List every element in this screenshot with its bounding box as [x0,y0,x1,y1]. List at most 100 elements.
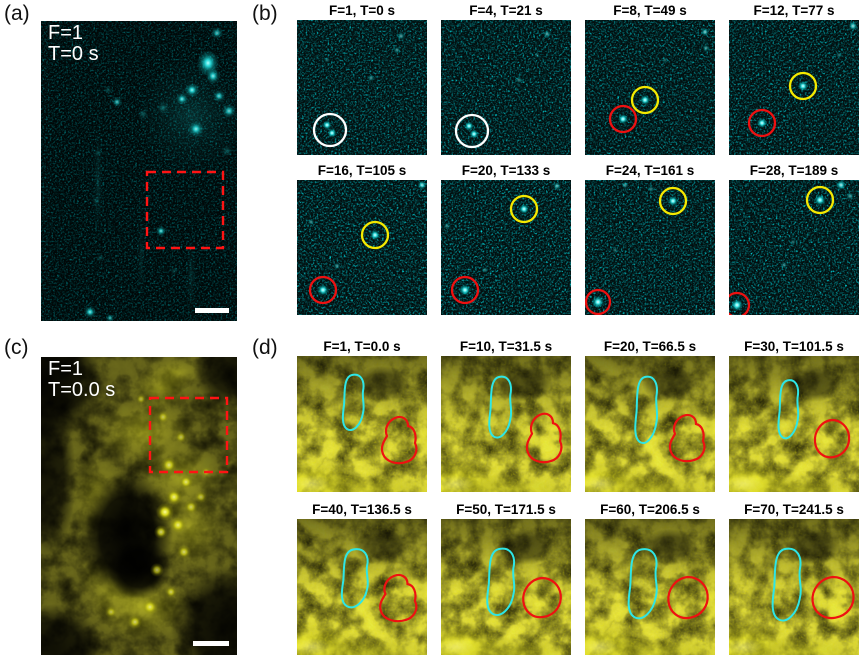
nucleus [81,471,173,599]
fluorescent-spot [798,81,808,91]
fluorescent-spot [543,30,551,38]
panel-tag-b: (b) [252,2,278,25]
white-tracking-circle [312,112,348,148]
fluorescent-spot [702,44,710,52]
montage-micrograph [297,20,427,155]
fluorescent-spot [848,21,858,31]
frame-label: F=1, T=0.0 s [323,339,401,354]
frame-label: F=12, T=77 s [753,3,835,18]
red-tracking-circle [608,104,638,134]
frame-label: F=30, T=101.5 s [744,339,844,354]
frame-label: F=1, T=0 s [328,3,396,18]
fluorescent-spot [417,180,427,190]
red-tracking-circle [729,291,751,315]
fluorescent-spot [757,118,767,128]
fluorescent-spot [592,296,604,308]
panel-a-image: F=1 T=0 s [41,21,237,321]
d-frame-5: F=40, T=136.5 s [297,501,427,655]
panel-tag-a: (a) [4,2,30,25]
fluorescent-spot [814,194,826,206]
mitochondria-clumps [105,394,211,629]
fluorescent-spot [397,32,405,40]
fluorescent-spot [469,129,479,139]
fluorescent-spot [846,192,854,200]
overlay-timestamp: T=0.0 s [48,379,116,402]
d-frame-7: F=60, T=206.5 s [585,501,715,655]
d-frame-2: F=10, T=31.5 s [441,338,571,492]
fluorescent-spot [662,57,668,63]
fluorescent-spot [648,186,654,192]
frame-label: F=16, T=105 s [317,163,407,178]
fluorescent-spot [618,114,628,124]
yellow-tracking-circle [509,194,539,224]
fluorescent-spot [327,128,337,138]
fluorescent-spot [534,52,540,58]
fluorescent-spot [322,120,332,130]
d-frame-4: F=30, T=101.5 s [729,338,859,492]
montage-micrograph [441,356,571,492]
montage-micrograph [729,519,859,655]
frame-label: F=40, T=136.5 s [312,502,412,517]
panel-tag-d: (d) [252,336,278,359]
b-frame-1: F=1, T=0 s [297,2,427,155]
yellow-tracking-circle [805,185,835,215]
b-frame-3: F=8, T=49 s [585,2,715,155]
fluorescent-spot [307,218,315,226]
fluorescent-spot [464,121,474,131]
yellow-tracking-circle [788,71,818,101]
fluorescent-spot [640,95,650,105]
montage-micrograph [297,180,427,315]
dark-periphery [41,357,237,655]
fluorescent-spot [836,52,842,58]
yellow-tracking-circle [630,85,660,115]
frame-label: F=24, T=161 s [605,163,695,178]
fluorescent-spot [459,284,471,296]
b-frame-6: F=20, T=133 s [441,162,571,315]
roi-box [148,396,229,474]
fluorescent-spot [333,262,341,270]
montage-micrograph [441,20,571,155]
yellow-tracking-circle [360,220,390,250]
fluorescent-spot [519,204,529,214]
fluorescent-spot [701,28,709,36]
d-frame-8: F=70, T=241.5 s [729,501,859,655]
d-frame-1: F=1, T=0.0 s [297,338,427,492]
frame-label: F=20, T=66.5 s [603,339,697,354]
frame-time-overlay: F=1 T=0.0 s [48,358,116,402]
fluorescent-spot [553,182,561,190]
d-frame-3: F=20, T=66.5 s [585,338,715,492]
fluorescent-spot [621,181,629,189]
montage-micrograph [585,519,715,655]
white-tracking-circle [454,113,490,149]
fluorescent-spot [393,46,401,54]
b-frame-8: F=28, T=189 s [729,162,859,315]
fluorescent-spot [668,196,678,206]
red-tracking-circle [450,275,480,305]
fluorescence-blobs [84,27,237,321]
fluorescent-spot [790,239,796,245]
frame-label: F=28, T=189 s [749,163,839,178]
montage-micrograph [585,356,715,492]
b-frame-5: F=16, T=105 s [297,162,427,315]
panel-c-image: F=1 T=0.0 s [41,357,237,655]
montage-micrograph [297,356,427,492]
montage-micrograph [441,180,571,315]
overlay-frame-number: F=1 [48,22,84,44]
frame-label: F=4, T=21 s [469,3,543,18]
montage-micrograph [585,180,715,315]
fluorescent-spot [367,74,375,82]
montage-micrograph [441,519,571,655]
fluorescent-spot [780,261,788,269]
frame-label: F=8, T=49 s [613,3,687,18]
fluorescent-spot [731,299,743,311]
montage-micrograph [729,20,859,155]
frame-label: F=10, T=31.5 s [459,339,553,354]
overlay-frame-number: F=1 [48,358,84,380]
frame-label: F=60, T=206.5 s [600,502,700,517]
montage-micrograph [729,356,859,492]
montage-micrograph [297,519,427,655]
fluorescent-spot [515,76,523,84]
roi-box [145,170,225,250]
fluorescent-spot [324,57,330,63]
